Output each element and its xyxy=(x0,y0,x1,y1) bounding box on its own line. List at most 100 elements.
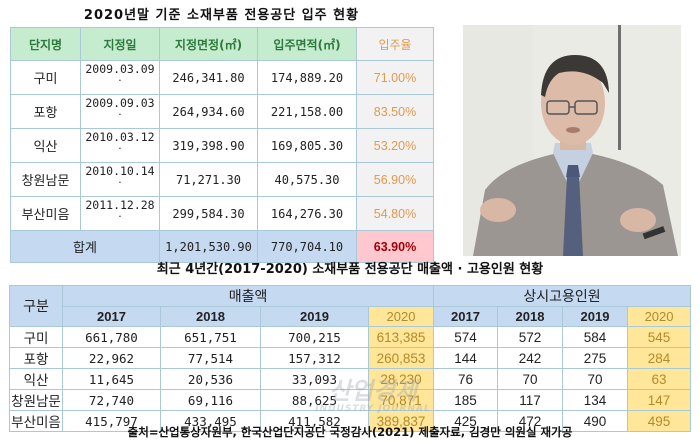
designation-date: 2009.03.09. xyxy=(80,60,160,95)
sales-2017: 11,645 xyxy=(62,368,161,390)
employees-year-2019: 2019 xyxy=(562,306,629,327)
total-label: 합계 xyxy=(10,230,160,263)
table-header-row: 단지명 지정일 지정면정(㎡) 입주면적(㎡) 입주율 xyxy=(10,27,434,61)
occupied-area: 169,805.30 xyxy=(257,128,357,163)
employees-2018: 472 xyxy=(497,410,564,432)
employees-2018: 242 xyxy=(497,347,564,369)
source-caption: 출처=산업통상자원부, 한국산업단지공단 국정감사(2021) 제출자료, 김경… xyxy=(127,425,573,439)
designated-area: 71,271.30 xyxy=(159,162,258,197)
sales-2019: 411,582 xyxy=(260,410,369,432)
sales-2017: 72,740 xyxy=(62,389,161,411)
designation-date: 2010.03.12. xyxy=(80,128,160,163)
table-row: 익산 2010.03.12. 319,398.90 169,805.30 53.… xyxy=(10,128,434,163)
occupancy-rate: 71.00% xyxy=(356,60,434,95)
group-header-row: 구분 매출액 상시고용인원 xyxy=(9,285,692,327)
sales-2017: 22,962 xyxy=(62,347,161,369)
col-header-occupied-area: 입주면적(㎡) xyxy=(257,27,357,61)
occupancy-rate: 83.50% xyxy=(356,94,434,129)
table-row: 포항 22,962 77,514 157,312 260,853 144 242… xyxy=(9,347,692,369)
sales-year-2020: 2020 xyxy=(367,306,435,327)
total-occupied-area: 770,704.10 xyxy=(257,230,357,263)
sales-2018: 77,514 xyxy=(160,347,261,369)
occupied-area: 221,158.00 xyxy=(257,94,357,129)
complex-name: 부산미음 xyxy=(10,196,81,231)
employees-year-2020: 2020 xyxy=(627,306,692,327)
table-row: 포항 2009.09.03. 264,934.60 221,158.00 83.… xyxy=(10,94,434,129)
occupied-area: 174,889.20 xyxy=(257,60,357,95)
employees-2019: 584 xyxy=(562,326,629,348)
sales-2017: 415,797 xyxy=(62,410,161,432)
sales-2020: 28,230 xyxy=(367,368,435,390)
designated-area: 299,584.30 xyxy=(159,196,258,231)
employees-2017: 76 xyxy=(433,368,499,390)
portrait-photo xyxy=(463,25,681,256)
table-row: 구미 661,780 651,751 700,215 613,385 574 5… xyxy=(9,326,692,348)
table-row: 익산 11,645 20,536 33,093 28,230 76 70 70 … xyxy=(9,368,692,390)
employees-2019: 134 xyxy=(562,389,629,411)
table-row: 부산미음 2011.12.28. 299,584.30 164,276.30 5… xyxy=(10,196,434,231)
table-row: 부산미음 415,797 433,495 411,582 389,837 425… xyxy=(9,410,692,432)
sales-employment-table: 구분 매출액 상시고용인원 2017 2018 2019 2020 2017 2… xyxy=(9,285,692,432)
employees-2017: 425 xyxy=(433,410,499,432)
table-row: 창원남문 72,740 69,116 88,625 70,871 185 117… xyxy=(9,389,692,411)
portrait-illustration xyxy=(463,25,681,256)
complex-name: 포항 xyxy=(9,347,63,369)
occupied-area: 164,276.30 xyxy=(257,196,357,231)
sales-2019: 157,312 xyxy=(260,347,369,369)
sales-2020: 70,871 xyxy=(367,389,435,411)
table-row: 창원남문 2010.10.14. 71,271.30 40,575.30 56.… xyxy=(10,162,434,197)
occupancy-table: 단지명 지정일 지정면정(㎡) 입주면적(㎡) 입주율 구미 2009.03.0… xyxy=(10,27,434,263)
total-occupancy-rate: 63.90% xyxy=(356,230,434,263)
group-header-sales: 매출액 xyxy=(61,285,435,307)
sales-2019: 88,625 xyxy=(260,389,369,411)
employees-2018: 572 xyxy=(497,326,564,348)
employees-2020: 63 xyxy=(627,368,692,390)
employees-2020: 495 xyxy=(627,410,692,432)
occupied-area: 40,575.30 xyxy=(257,162,357,197)
table-row: 구미 2009.03.09. 246,341.80 174,889.20 71.… xyxy=(10,60,434,95)
employees-year-2018: 2018 xyxy=(497,306,564,327)
sales-2018: 69,116 xyxy=(160,389,261,411)
occupancy-rate: 54.80% xyxy=(356,196,434,231)
employees-2019: 70 xyxy=(562,368,629,390)
col-header-complex: 단지명 xyxy=(10,27,81,61)
sales-year-2018: 2018 xyxy=(160,306,261,327)
designation-date: 2010.10.14. xyxy=(80,162,160,197)
employees-2020: 147 xyxy=(627,389,692,411)
employees-2018: 117 xyxy=(497,389,564,411)
sales-2018: 20,536 xyxy=(160,368,261,390)
designation-date: 2009.09.03. xyxy=(80,94,160,129)
sales-2020: 613,385 xyxy=(367,326,435,348)
occupancy-rate: 56.90% xyxy=(356,162,434,197)
employees-2019: 490 xyxy=(562,410,629,432)
sales-2020: 260,853 xyxy=(367,347,435,369)
sales-2019: 700,215 xyxy=(260,326,369,348)
employees-2017: 574 xyxy=(433,326,499,348)
table2-title: 최근 4년간(2017-2020) 소재부품 전용공단 매출액 · 고용인원 현… xyxy=(156,262,544,277)
sales-year-2017: 2017 xyxy=(62,306,161,327)
total-row: 합계 1,201,530.90 770,704.10 63.90% xyxy=(10,230,434,263)
designation-date: 2011.12.28. xyxy=(80,196,160,231)
employees-2017: 185 xyxy=(433,389,499,411)
group-header-employees: 상시고용인원 xyxy=(433,285,692,307)
designated-area: 264,934.60 xyxy=(159,94,258,129)
complex-name: 익산 xyxy=(10,128,81,163)
occupancy-rate: 53.20% xyxy=(356,128,434,163)
complex-name: 창원남문 xyxy=(9,389,63,411)
employees-2019: 275 xyxy=(562,347,629,369)
employees-2017: 144 xyxy=(433,347,499,369)
employees-2018: 70 xyxy=(497,368,564,390)
designated-area: 319,398.90 xyxy=(159,128,258,163)
complex-name: 창원남문 xyxy=(10,162,81,197)
sales-2019: 33,093 xyxy=(260,368,369,390)
employees-2020: 545 xyxy=(627,326,692,348)
col-header-category: 구분 xyxy=(9,285,63,327)
sales-2020: 389,837 xyxy=(367,410,435,432)
complex-name: 익산 xyxy=(9,368,63,390)
sales-2018: 651,751 xyxy=(160,326,261,348)
complex-name: 구미 xyxy=(10,60,81,95)
complex-name: 포항 xyxy=(10,94,81,129)
col-header-designated-area: 지정면정(㎡) xyxy=(159,27,258,61)
employees-2020: 284 xyxy=(627,347,692,369)
designated-area: 246,341.80 xyxy=(159,60,258,95)
